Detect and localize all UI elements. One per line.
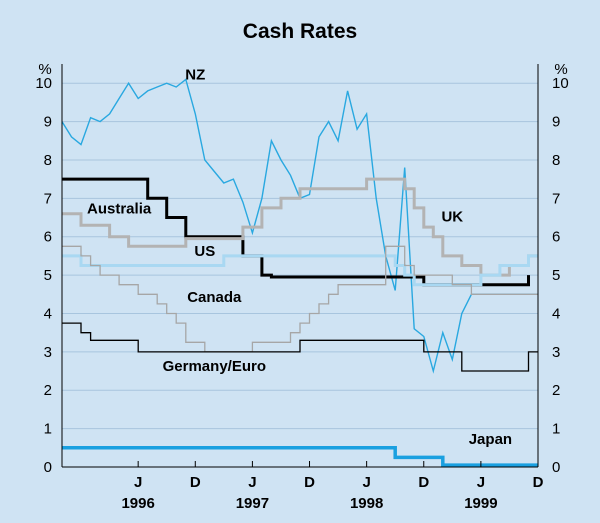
series-label-nz: NZ (185, 66, 205, 83)
y-tick-left-2: 2 (44, 382, 52, 399)
y-tick-right-3: 3 (552, 344, 560, 361)
series-label-canada: Canada (187, 289, 242, 306)
series-line-germany-euro (62, 322, 538, 372)
series-line-australia (62, 177, 530, 287)
y-tick-left-5: 5 (44, 267, 52, 284)
x-year-1996: 1996 (121, 495, 154, 512)
series-label-japan: Japan (469, 431, 512, 448)
series-label-uk: UK (441, 208, 463, 225)
x-tick-2: J (248, 474, 256, 491)
y-tick-right-0: 0 (552, 459, 560, 476)
y-tick-right-9: 9 (552, 114, 560, 131)
y-axis-unit-left: % (38, 61, 51, 78)
x-tick-3: D (304, 474, 315, 491)
y-tick-left-8: 8 (44, 152, 52, 169)
x-tick-0: J (134, 474, 142, 491)
y-tick-right-8: 8 (552, 152, 560, 169)
x-year-1999: 1999 (464, 495, 497, 512)
chart-title: Cash Rates (243, 20, 357, 43)
series-line-us (62, 254, 538, 287)
y-tick-left-4: 4 (44, 305, 52, 322)
series-label-germany-euro: Germany/Euro (163, 358, 266, 375)
x-tick-4: J (362, 474, 370, 491)
y-tick-left-7: 7 (44, 190, 52, 207)
x-year-1997: 1997 (236, 495, 269, 512)
y-tick-right-4: 4 (552, 305, 560, 322)
x-tick-1: D (190, 474, 201, 491)
y-axis-unit-right: % (554, 61, 567, 78)
y-tick-right-10: 10 (552, 75, 569, 92)
series-line-uk (62, 177, 538, 277)
y-tick-right-6: 6 (552, 229, 560, 246)
y-tick-left-1: 1 (44, 421, 52, 438)
y-tick-left-9: 9 (44, 114, 52, 131)
y-tick-left-10: 10 (35, 75, 52, 92)
y-tick-left-0: 0 (44, 459, 52, 476)
y-tick-right-5: 5 (552, 267, 560, 284)
y-tick-right-1: 1 (552, 421, 560, 438)
series-label-australia: Australia (87, 201, 152, 218)
x-tick-5: D (418, 474, 429, 491)
y-tick-right-2: 2 (552, 382, 560, 399)
plot-area: 0 0 1 1 2 2 3 3 4 4 5 5 6 6 7 7 8 8 9 9 10 10 NZ Australia UK US C… (35, 64, 569, 512)
chart-title-group: Cash Rates (243, 20, 357, 43)
x-tick-6: J (477, 474, 485, 491)
series-line-japan (62, 446, 538, 467)
x-year-1998: 1998 (350, 495, 383, 512)
x-tick-7: D (533, 474, 544, 491)
y-tick-left-3: 3 (44, 344, 52, 361)
y-tick-right-7: 7 (552, 190, 560, 207)
series-line-canada (62, 245, 538, 353)
y-tick-left-6: 6 (44, 229, 52, 246)
series-label-us: US (194, 243, 215, 260)
